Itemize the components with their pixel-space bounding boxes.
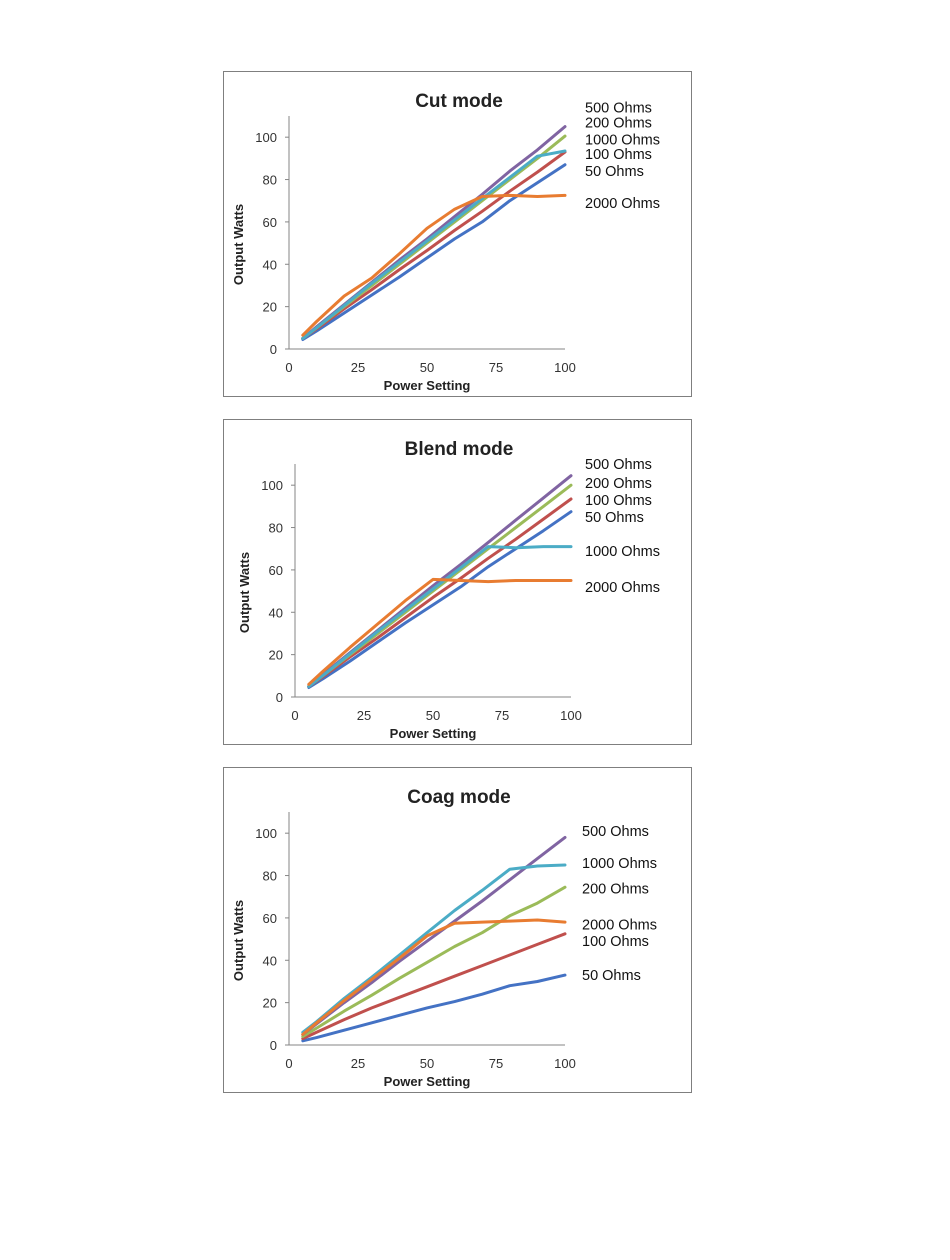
legend-label-100-ohms: 100 Ohms bbox=[585, 147, 652, 163]
series-line-50-ohms bbox=[307, 510, 573, 689]
coag-mode-chart: Coag mode 0 20 40 60 80 100 0 25 50 75 100 Power Set… bbox=[231, 787, 657, 1089]
legend-label-50-ohms: 50 Ohms bbox=[582, 968, 641, 984]
legend-label-2000-ohms: 2000 Ohms bbox=[582, 917, 657, 933]
blend-mode-chart-panel: Blend mode 0 20 40 60 80 100 0 25 50 75 100 Power Se… bbox=[223, 419, 692, 745]
chart-title: Coag mode bbox=[407, 787, 510, 808]
y-tick-label: 60 bbox=[263, 911, 277, 926]
x-tick-label: 50 bbox=[420, 1056, 434, 1071]
chart-title: Blend mode bbox=[405, 439, 514, 460]
x-tick-label: 75 bbox=[489, 1056, 503, 1071]
x-tick-label: 25 bbox=[357, 708, 371, 723]
x-tick-label: 50 bbox=[426, 708, 440, 723]
series-line-2000-ohms bbox=[301, 918, 567, 1036]
x-axis-label: Power Setting bbox=[384, 378, 471, 393]
y-tick-label: 80 bbox=[263, 173, 277, 188]
x-tick-label: 25 bbox=[351, 1056, 365, 1071]
chart-title: Cut mode bbox=[415, 91, 503, 112]
legend-label-1000-ohms: 1000 Ohms bbox=[585, 132, 660, 148]
y-tick-label: 60 bbox=[269, 563, 283, 578]
series-line-2000-ohms bbox=[301, 193, 567, 337]
series-line-200-ohms bbox=[301, 885, 567, 1038]
series-line-1000-ohms bbox=[301, 149, 567, 340]
legend-label-100-ohms: 100 Ohms bbox=[585, 493, 652, 509]
series-line-2000-ohms bbox=[307, 577, 573, 686]
y-tick-label: 40 bbox=[263, 257, 277, 272]
legend-label-200-ohms: 200 Ohms bbox=[585, 476, 652, 492]
series-line-1000-ohms bbox=[307, 545, 573, 688]
x-tick-label: 0 bbox=[285, 1056, 292, 1071]
y-tick-label: 80 bbox=[269, 521, 283, 536]
y-tick-label: 80 bbox=[263, 869, 277, 884]
series-line-100-ohms bbox=[301, 150, 567, 340]
legend-label-200-ohms: 200 Ohms bbox=[582, 881, 649, 897]
legend-label-50-ohms: 50 Ohms bbox=[585, 164, 644, 180]
y-tick-label: 100 bbox=[261, 478, 283, 493]
series-line-50-ohms bbox=[301, 973, 567, 1043]
x-tick-label: 100 bbox=[560, 708, 582, 723]
legend-label-1000-ohms: 1000 Ohms bbox=[582, 856, 657, 872]
legend-label-500-ohms: 500 Ohms bbox=[585, 101, 652, 117]
y-tick-label: 20 bbox=[269, 648, 283, 663]
y-tick-label: 20 bbox=[263, 996, 277, 1011]
blend-mode-chart: Blend mode 0 20 40 60 80 100 0 25 50 75 100 Power Se… bbox=[237, 439, 660, 741]
legend-label-50-ohms: 50 Ohms bbox=[585, 510, 644, 526]
x-tick-label: 75 bbox=[495, 708, 509, 723]
y-tick-label: 0 bbox=[270, 342, 277, 357]
coag-mode-chart-panel: Coag mode 0 20 40 60 80 100 0 25 50 75 100 Power Set… bbox=[223, 767, 692, 1093]
y-tick-label: 60 bbox=[263, 215, 277, 230]
legend-label-500-ohms: 500 Ohms bbox=[585, 457, 652, 473]
legend-label-2000-ohms: 2000 Ohms bbox=[585, 580, 660, 596]
y-tick-label: 0 bbox=[276, 690, 283, 705]
x-tick-label: 100 bbox=[554, 1056, 576, 1071]
legend-label-200-ohms: 200 Ohms bbox=[585, 115, 652, 131]
y-tick-label: 40 bbox=[263, 953, 277, 968]
y-axis-label: Output Watts bbox=[237, 552, 252, 633]
cut-mode-chart: Cut mode 0 20 40 60 80 100 0 25 50 75 100 Power Sett… bbox=[231, 91, 660, 393]
x-axis-label: Power Setting bbox=[384, 1074, 471, 1089]
x-tick-label: 50 bbox=[420, 360, 434, 375]
x-axis-label: Power Setting bbox=[390, 726, 477, 741]
x-tick-label: 75 bbox=[489, 360, 503, 375]
y-tick-label: 100 bbox=[255, 130, 277, 145]
legend-label-500-ohms: 500 Ohms bbox=[582, 824, 649, 840]
legend-label-1000-ohms: 1000 Ohms bbox=[585, 544, 660, 560]
x-tick-label: 0 bbox=[285, 360, 292, 375]
series-line-50-ohms bbox=[301, 163, 567, 341]
series-line-100-ohms bbox=[301, 932, 567, 1041]
legend-label-100-ohms: 100 Ohms bbox=[582, 934, 649, 950]
y-axis-label: Output Watts bbox=[231, 900, 246, 981]
cut-mode-chart-panel: Cut mode 0 20 40 60 80 100 0 25 50 75 100 Power Sett… bbox=[223, 71, 692, 397]
x-tick-label: 100 bbox=[554, 360, 576, 375]
y-axis-label: Output Watts bbox=[231, 204, 246, 285]
y-tick-label: 100 bbox=[255, 826, 277, 841]
x-tick-label: 0 bbox=[291, 708, 298, 723]
series-line-100-ohms bbox=[307, 497, 573, 688]
y-tick-label: 20 bbox=[263, 300, 277, 315]
y-tick-label: 40 bbox=[269, 605, 283, 620]
x-tick-label: 25 bbox=[351, 360, 365, 375]
legend-label-2000-ohms: 2000 Ohms bbox=[585, 196, 660, 212]
y-tick-label: 0 bbox=[270, 1038, 277, 1053]
